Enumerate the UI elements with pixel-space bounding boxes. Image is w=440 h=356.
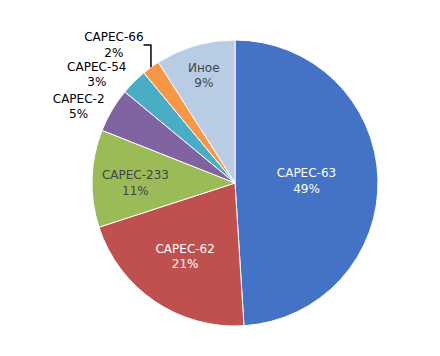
svg-text:CAPEC-23311%: CAPEC-23311% (102, 168, 169, 198)
svg-text:CAPEC-6221%: CAPEC-6221% (155, 242, 214, 272)
svg-text:CAPEC-662%: CAPEC-662% (84, 30, 143, 60)
svg-text:CAPEC-6349%: CAPEC-6349% (277, 166, 336, 196)
svg-text:Иное9%: Иное9% (188, 61, 220, 91)
svg-text:CAPEC-543%: CAPEC-543% (67, 60, 126, 90)
svg-text:CAPEC-25%: CAPEC-25% (53, 92, 105, 122)
